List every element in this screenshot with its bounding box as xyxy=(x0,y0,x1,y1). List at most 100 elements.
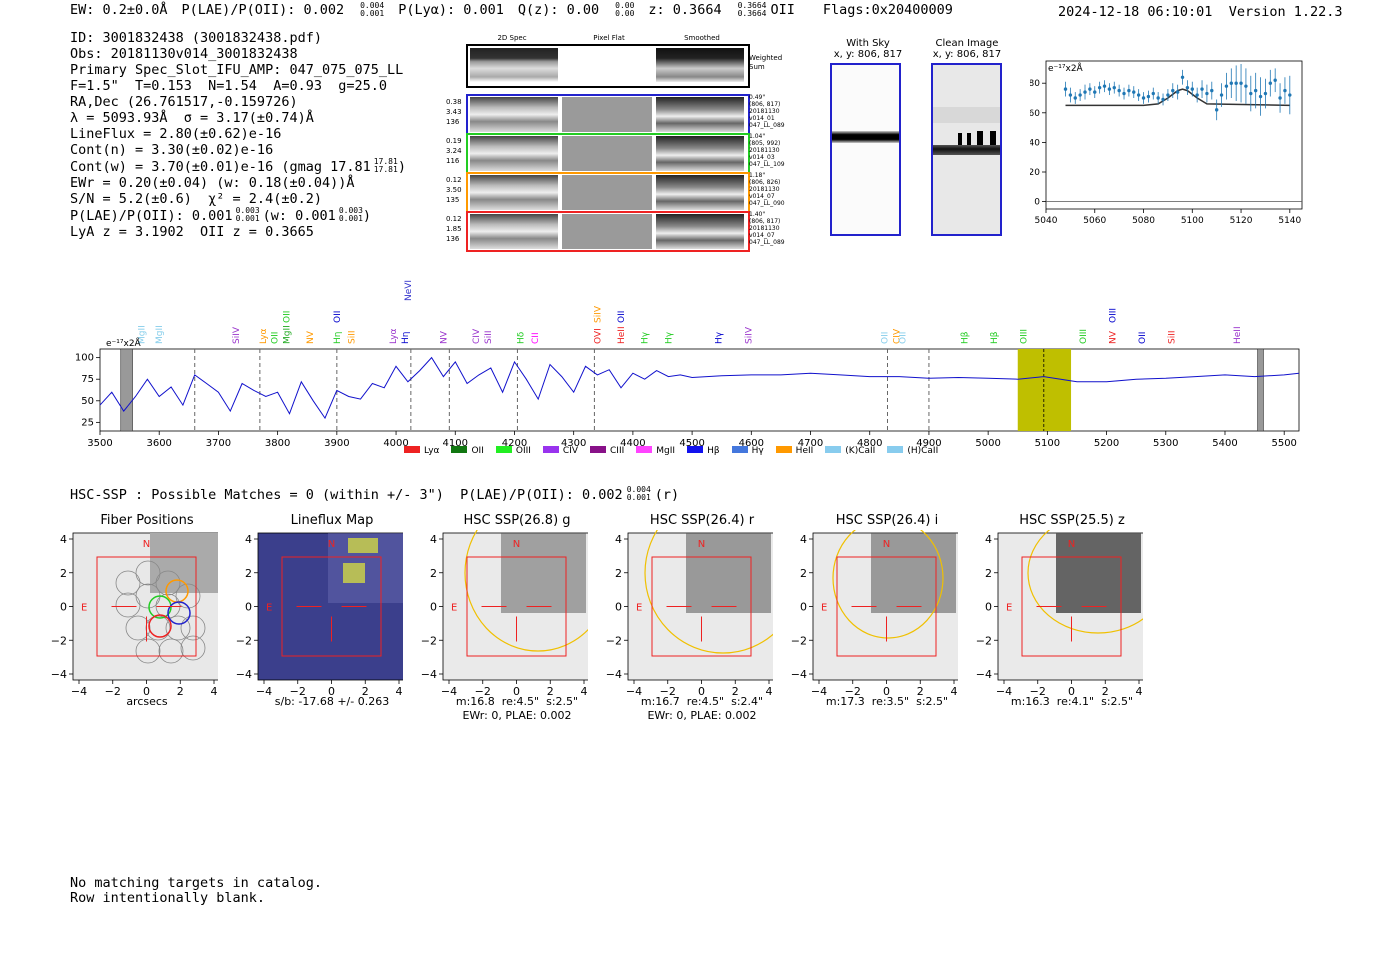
north-label: N xyxy=(513,539,520,550)
east-label: E xyxy=(821,603,827,614)
image-y-tick-label: 4 xyxy=(245,533,252,546)
svg-text:SiII: SiII xyxy=(348,330,358,344)
fit-data-point xyxy=(1258,94,1263,99)
line-id-label: OVI xyxy=(593,328,603,344)
line-id-label: OII xyxy=(617,311,627,323)
line-fit-plot: 5040 5060 5080 5100 5120 5140 0 20 40 60 80 e⁻¹⁷x2… xyxy=(1030,60,1303,226)
legend-item: HeII xyxy=(775,446,813,456)
legend-label: Lyα xyxy=(424,446,440,456)
fit-data-point xyxy=(1068,93,1073,97)
image-x-tick-label: 0 xyxy=(328,685,335,698)
image-x-tick-label: 4 xyxy=(951,685,958,698)
fit-y-tick-label: 80 xyxy=(1030,79,1040,89)
fit-data-point xyxy=(1288,93,1292,97)
line-id-label: MgII xyxy=(137,325,147,344)
image-panel-caption: EWr: 0, PLAE: 0.002 xyxy=(462,709,572,722)
svg-text:Hγ: Hγ xyxy=(641,331,651,344)
fit-data-point xyxy=(1205,91,1209,96)
line-id-label: HeII xyxy=(617,326,627,344)
spectra-cutouts: 2D Spec Pixel Flat Smoothed Weighted Sum… xyxy=(440,32,790,257)
aperture-ellipse xyxy=(1027,530,1143,634)
legend-item: CIII xyxy=(590,446,624,456)
svg-text:OII: OII xyxy=(898,332,908,344)
line-id-label: Hβ xyxy=(960,331,970,344)
pixel-flat-cutout xyxy=(562,175,652,210)
fit-x-tick-label: 5060 xyxy=(1083,216,1106,226)
fit-data-point xyxy=(1083,90,1087,94)
fit-data-point xyxy=(1195,93,1199,97)
line-id-label: Hγ xyxy=(664,331,674,344)
legend-swatch xyxy=(825,446,842,453)
info-primary: Primary Spec_Slot_IFU_AMP: 047_075_075_L… xyxy=(70,62,404,78)
spectrum-x-tick-label: 3500 xyxy=(87,438,112,449)
info-params: F=1.5" T=0.153 N=1.54 A=0.93 g=25.0 xyxy=(70,78,387,94)
fiber-circle xyxy=(135,638,161,664)
image-panel-title: HSC SSP(26.4) r xyxy=(649,513,755,528)
plae-value: P(LAE)/P(OII): 0.002 0.004 0.001 xyxy=(181,1,385,19)
image-x-tick-label: −2 xyxy=(660,685,676,698)
line-id-label: OIII xyxy=(1108,308,1118,323)
image-y-tick-label: 2 xyxy=(430,567,437,580)
svg-text:Lyα: Lyα xyxy=(259,328,269,344)
image-y-tick-label: 2 xyxy=(800,567,807,580)
smoothed-cutout xyxy=(656,175,744,210)
smoothed-cutout xyxy=(656,97,744,132)
fit-data-point xyxy=(1219,93,1224,97)
image-x-tick-label: 2 xyxy=(177,685,184,698)
spectrum-x-tick-label: 4600 xyxy=(739,438,764,449)
fit-data-point xyxy=(1185,85,1190,90)
info-plae: P(LAE)/P(OII): 0.001 0.003 0.001 (w: 0.001 0… xyxy=(70,206,372,225)
lineflux-peak xyxy=(343,563,365,583)
svg-text:Hβ: Hβ xyxy=(990,331,1000,344)
fit-data-point xyxy=(1244,84,1248,88)
image-x-tick-label: −2 xyxy=(1030,685,1046,698)
svg-text:SiIV: SiIV xyxy=(232,326,242,344)
fiber-circle xyxy=(180,615,206,641)
masked-region xyxy=(120,348,133,432)
image-y-tick-label: 0 xyxy=(60,601,67,614)
spec-row-right: 1.40" (806, 817) 20181130 v014_07 047_LL_089 xyxy=(749,211,785,246)
svg-text:SiII: SiII xyxy=(484,330,494,344)
spectrum-x-tick-label: 5200 xyxy=(1094,438,1119,449)
fiber-circle xyxy=(158,638,184,664)
spec-row-right: 0.49" (806, 817) 20181130 v014_01 047_LL_089 xyxy=(749,94,785,129)
spec-2d-cutout xyxy=(470,214,558,249)
svg-text:MgII: MgII xyxy=(283,325,293,344)
north-label: N xyxy=(143,539,150,550)
spectrum-x-tick-label: 4400 xyxy=(620,438,645,449)
svg-text:HeII: HeII xyxy=(1233,326,1243,344)
spectrum-x-tick-label: 5500 xyxy=(1271,438,1296,449)
image-x-tick-label: 2 xyxy=(732,685,739,698)
svg-text:NeVI: NeVI xyxy=(404,280,414,301)
spectrum-x-tick-label: 5000 xyxy=(975,438,1000,449)
image-y-tick-label: 2 xyxy=(60,567,67,580)
fit-data-point xyxy=(1073,96,1077,100)
fit-data-point xyxy=(1151,91,1155,96)
image-panel-title: Lineflux Map xyxy=(290,513,374,528)
with-sky-title: With Sky xyxy=(846,38,890,49)
legend-swatch xyxy=(775,446,792,453)
fit-data-point xyxy=(1210,88,1214,93)
legend-swatch xyxy=(542,446,559,453)
line-id-label: OII xyxy=(271,332,281,344)
line-id-label: Hβ xyxy=(990,331,1000,344)
image-panel-caption: s/b: -17.68 +/- 0.263 xyxy=(274,695,390,708)
fit-y-tick-label: 60 xyxy=(1030,109,1040,119)
fit-data-point xyxy=(1283,88,1287,93)
north-label: N xyxy=(328,539,335,550)
detection-info: ID: 3001832438 (3001832438.pdf) Obs: 2018… xyxy=(70,30,406,240)
fit-data-point xyxy=(1156,96,1160,100)
legend-item: CIV xyxy=(542,446,578,456)
image-panel-title: HSC SSP(26.4) i xyxy=(835,513,939,528)
image-panel: N E −4 −4 −2 −2 0 0 2 2 4 4 xyxy=(606,530,773,698)
legend-swatch xyxy=(451,446,468,453)
svg-text:Hη: Hη xyxy=(401,332,411,344)
fit-data-point xyxy=(1132,90,1136,94)
line-id-label: Lyα xyxy=(259,328,269,344)
image-y-tick-label: −4 xyxy=(976,668,992,681)
line-id-label: Hγ xyxy=(641,331,651,344)
image-y-tick-label: −2 xyxy=(51,634,67,647)
east-label: E xyxy=(266,603,272,614)
clean-image-title: Clean Image xyxy=(935,38,999,49)
svg-text:Hγ: Hγ xyxy=(664,331,674,344)
